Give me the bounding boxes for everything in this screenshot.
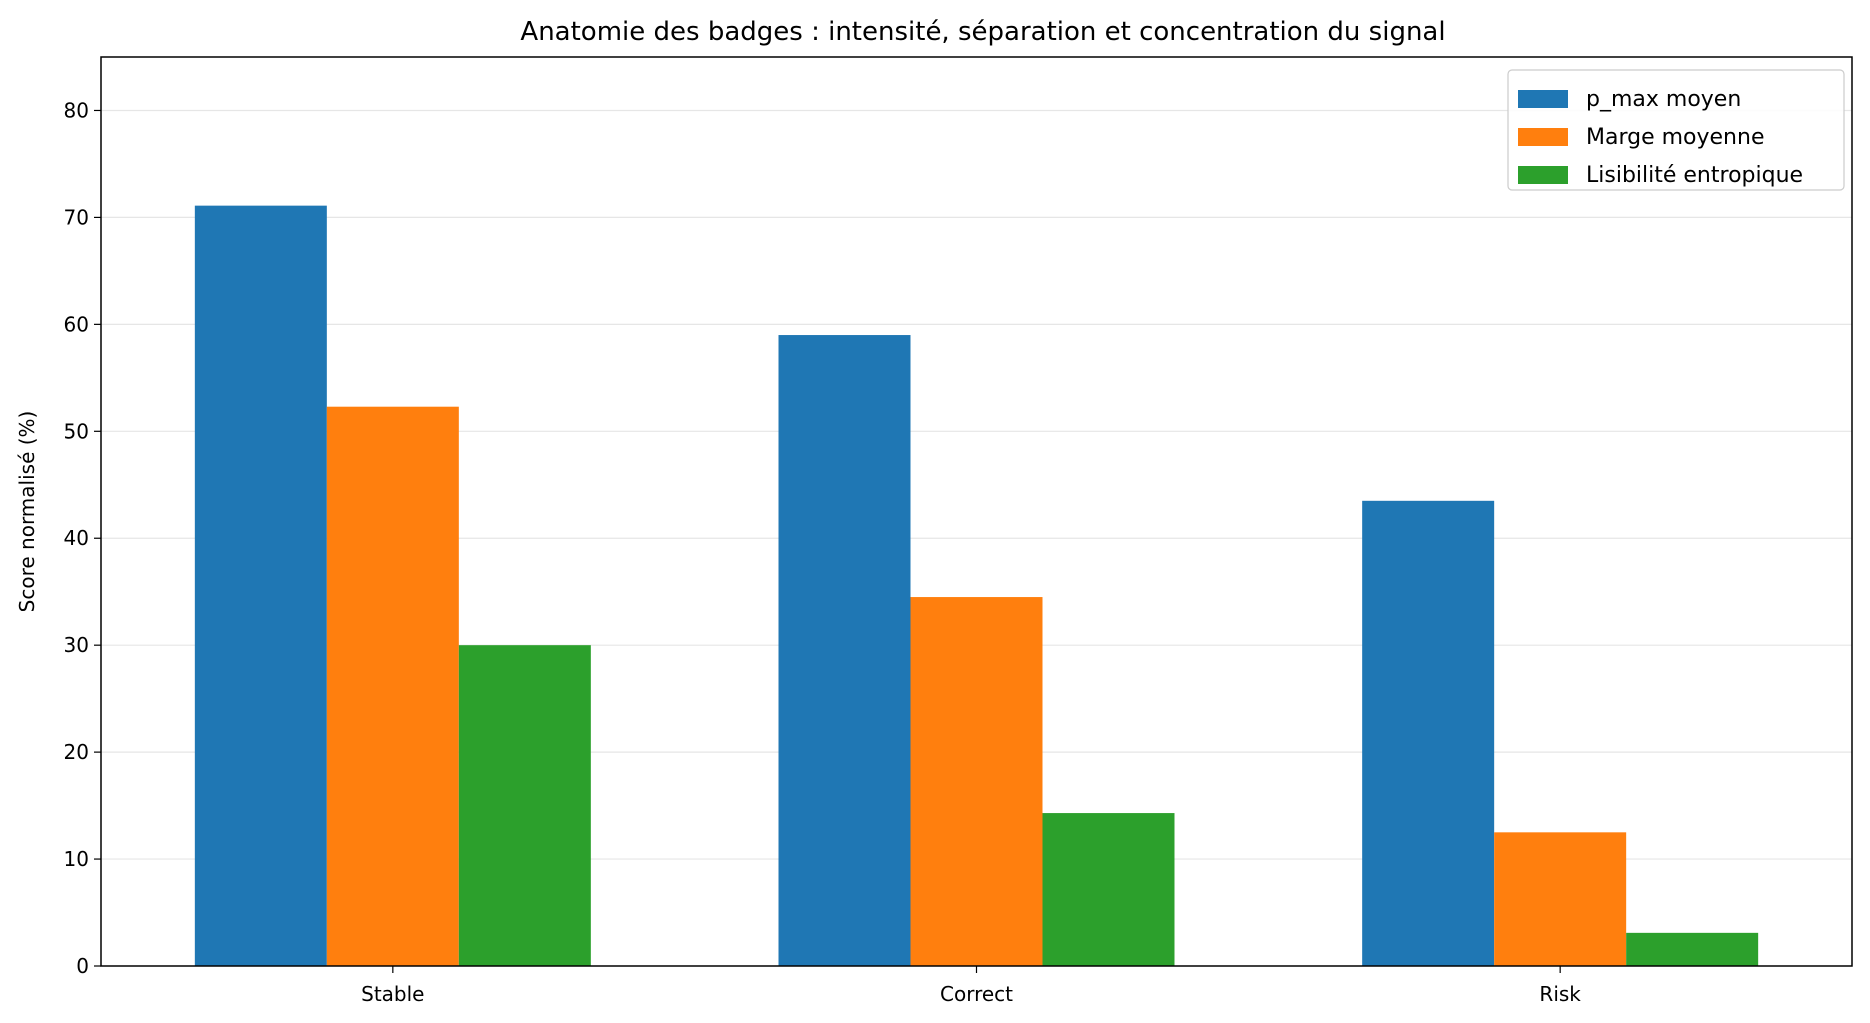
- legend-box: [1507, 69, 1845, 191]
- bar: [1494, 832, 1627, 966]
- bar: [1362, 500, 1495, 966]
- bar: [458, 645, 591, 966]
- legend: p_max moyen Marge moyenne Lisibilité entro…: [1507, 69, 1845, 191]
- y-tick-label: 20: [64, 740, 89, 764]
- x-tick-label: Correct: [940, 982, 1013, 1006]
- bar: [778, 335, 911, 966]
- x-tick-label: Risk: [1539, 982, 1581, 1006]
- x-axis: Stable Correct Risk: [361, 966, 1581, 1006]
- bar: [910, 597, 1043, 966]
- legend-swatch: [1518, 128, 1568, 146]
- y-axis-label: Score normalisé (%): [15, 411, 39, 613]
- y-tick-label: 50: [64, 419, 89, 443]
- bar: [194, 205, 327, 966]
- y-axis: 0 10 20 30 40 50 60 70 80: [64, 98, 101, 978]
- y-tick-label: 0: [76, 954, 89, 978]
- x-tick-label: Stable: [361, 982, 424, 1006]
- bar: [1042, 813, 1175, 966]
- bars-group: [194, 205, 1759, 966]
- bar: [326, 406, 459, 966]
- chart-title: Anatomie des badges : intensité, séparat…: [520, 17, 1445, 47]
- legend-swatch: [1518, 166, 1568, 184]
- y-tick-label: 60: [64, 312, 89, 336]
- legend-label: Lisibilité entropique: [1586, 163, 1803, 188]
- y-tick-label: 10: [64, 847, 89, 871]
- legend-label: p_max moyen: [1586, 87, 1741, 112]
- y-tick-label: 40: [64, 526, 89, 550]
- y-tick-label: 80: [64, 98, 89, 122]
- y-tick-label: 30: [64, 633, 89, 657]
- y-tick-label: 70: [64, 205, 89, 229]
- legend-label: Marge moyenne: [1586, 125, 1764, 150]
- legend-swatch: [1518, 90, 1568, 108]
- bar: [1626, 932, 1759, 966]
